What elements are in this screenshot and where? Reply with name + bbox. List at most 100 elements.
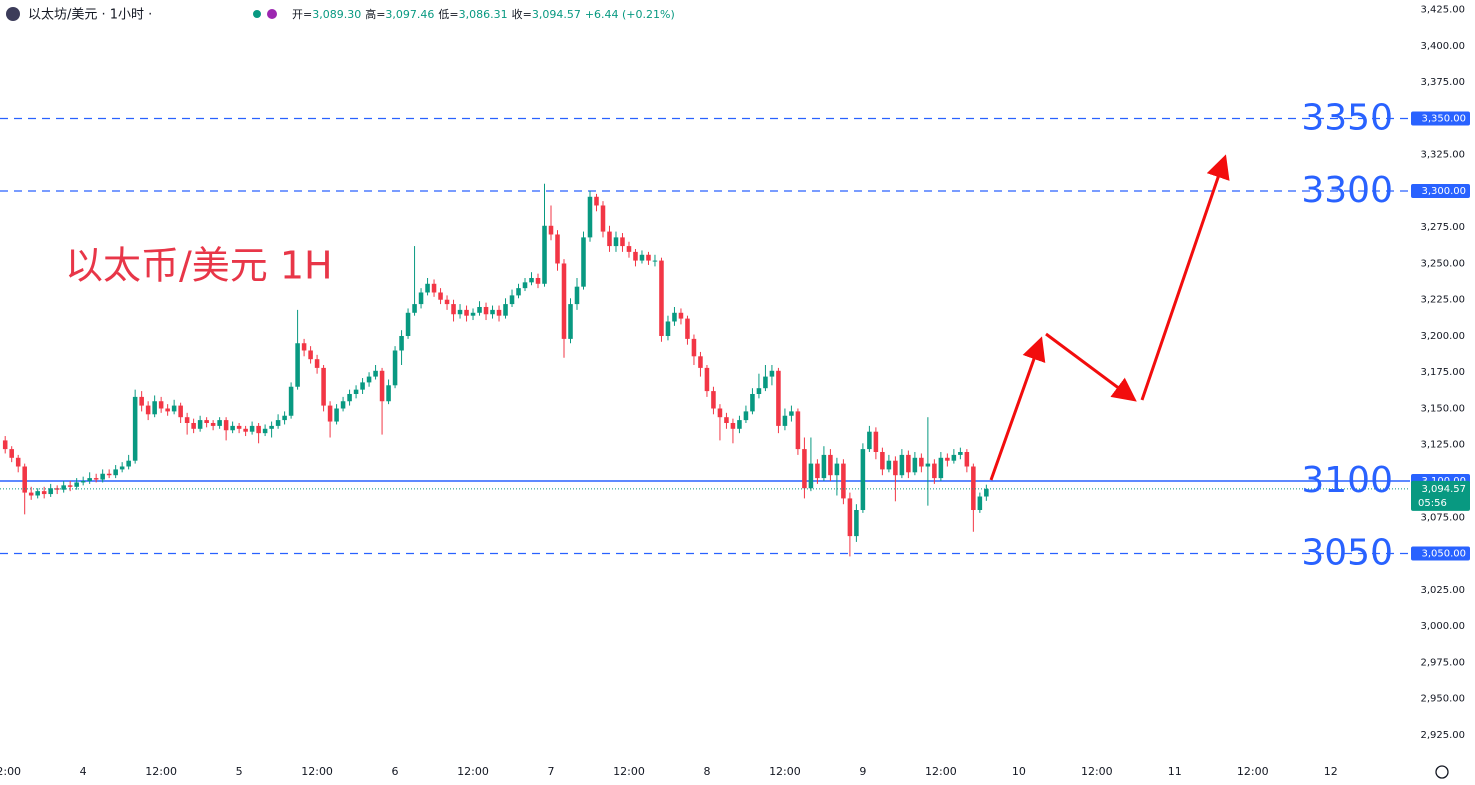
x-tick-label: 7 — [548, 765, 555, 778]
candle-body — [951, 454, 957, 461]
ohlc-value: 3,094.57 — [532, 8, 581, 21]
y-tick-label: 3,000.00 — [1420, 621, 1465, 632]
candle-body — [607, 231, 612, 247]
candle-body — [919, 457, 924, 467]
y-tick-label: 3,175.00 — [1420, 367, 1465, 378]
candle-body — [178, 405, 183, 418]
ohlc-label: 开= — [292, 8, 312, 21]
candle-body — [906, 454, 911, 473]
candle-body — [340, 401, 346, 409]
candle-body — [28, 492, 34, 496]
ohlc-value: 3,089.30 — [312, 8, 361, 21]
candle-body — [165, 408, 170, 412]
candle-body — [555, 234, 560, 264]
candle-body — [249, 425, 255, 432]
y-tick-label: 2,950.00 — [1420, 694, 1465, 705]
arrow — [1140, 154, 1230, 401]
ohlc-value: 3,097.46 — [385, 8, 434, 21]
ohlc-legend: 开=3,089.30 高=3,097.46 低=3,086.31 收=3,094.57… — [292, 7, 675, 21]
x-tick-label: 8 — [703, 765, 710, 778]
candle-body — [594, 196, 599, 206]
candle-body — [483, 306, 489, 315]
x-tick-label: 9 — [859, 765, 866, 778]
level-badge-label: 3,350.00 — [1421, 113, 1466, 124]
candle-body — [587, 196, 593, 238]
candle-body — [184, 417, 190, 423]
candle-body — [152, 401, 157, 415]
y-tick-label: 2,975.00 — [1420, 657, 1465, 668]
candle-body — [353, 389, 359, 394]
candle-body — [711, 391, 716, 409]
indicator-icon[interactable] — [267, 9, 277, 19]
candle-body — [262, 428, 268, 434]
candle-body — [80, 480, 86, 483]
candle-body — [451, 304, 456, 315]
forecast-arrows — [989, 154, 1230, 481]
candle-body — [496, 309, 502, 316]
settings-icon[interactable] — [1435, 765, 1449, 779]
candle-body — [386, 385, 391, 402]
price-badge — [1411, 480, 1470, 511]
candle-body — [41, 491, 47, 495]
candle-body — [204, 420, 209, 423]
candle-body — [945, 457, 950, 461]
candle-body — [373, 370, 378, 377]
candle-body — [880, 451, 885, 470]
candle-body — [847, 498, 853, 537]
candle-body — [893, 460, 898, 476]
candle-body — [15, 457, 21, 467]
y-tick-label: 3,150.00 — [1420, 403, 1465, 414]
candle-body — [113, 469, 118, 476]
candle-body — [698, 356, 703, 368]
candle-body — [763, 376, 768, 389]
candle-body — [522, 282, 528, 289]
candle-body — [561, 263, 567, 339]
candle-body — [743, 411, 749, 421]
candle-body — [646, 254, 651, 261]
candle-body — [724, 417, 729, 423]
status-dot[interactable] — [253, 10, 261, 18]
symbol-title: 以太坊/美元 · 1小时 · — [28, 8, 152, 23]
candle-body — [360, 382, 365, 390]
candle-body — [828, 454, 833, 476]
candle-body — [100, 473, 105, 480]
candle-body — [366, 376, 372, 383]
candle-body — [503, 304, 508, 316]
candle-body — [256, 425, 261, 434]
x-tick-label: 4 — [80, 765, 87, 778]
candle-body — [548, 225, 554, 235]
candle-body — [308, 350, 313, 360]
arrow — [989, 336, 1046, 481]
candle-body — [93, 478, 99, 480]
candle-body — [230, 425, 235, 431]
y-tick-label: 3,375.00 — [1420, 77, 1465, 88]
candle-body — [841, 463, 846, 499]
candle-body — [35, 491, 40, 496]
candle-body — [789, 411, 794, 416]
candle-body — [665, 321, 671, 336]
x-tick-label: 12:00 — [457, 765, 489, 778]
candle-body — [470, 312, 476, 316]
candle-body — [899, 454, 905, 476]
candle-body — [106, 473, 112, 476]
candle-body — [418, 292, 424, 305]
candle-body — [347, 393, 352, 402]
level-badge-label: 3,300.00 — [1421, 186, 1466, 197]
y-tick-label: 3,025.00 — [1420, 585, 1465, 596]
candle-body — [672, 312, 677, 322]
candle-body — [431, 283, 437, 293]
candle-body — [87, 478, 92, 481]
candle-body — [867, 431, 872, 450]
candle-body — [535, 277, 541, 284]
x-tick-label: 5 — [236, 765, 243, 778]
x-tick-label: 12:00 — [769, 765, 801, 778]
y-tick-label: 3,200.00 — [1420, 331, 1465, 342]
candle-body — [509, 295, 515, 305]
candle-body — [932, 463, 937, 479]
candle-body — [464, 309, 469, 316]
candle-body — [717, 408, 723, 418]
x-tick-label: 11 — [1168, 765, 1182, 778]
candle-body — [737, 420, 742, 429]
candle-body — [860, 449, 866, 511]
x-tick-label: 12:00 — [1237, 765, 1269, 778]
